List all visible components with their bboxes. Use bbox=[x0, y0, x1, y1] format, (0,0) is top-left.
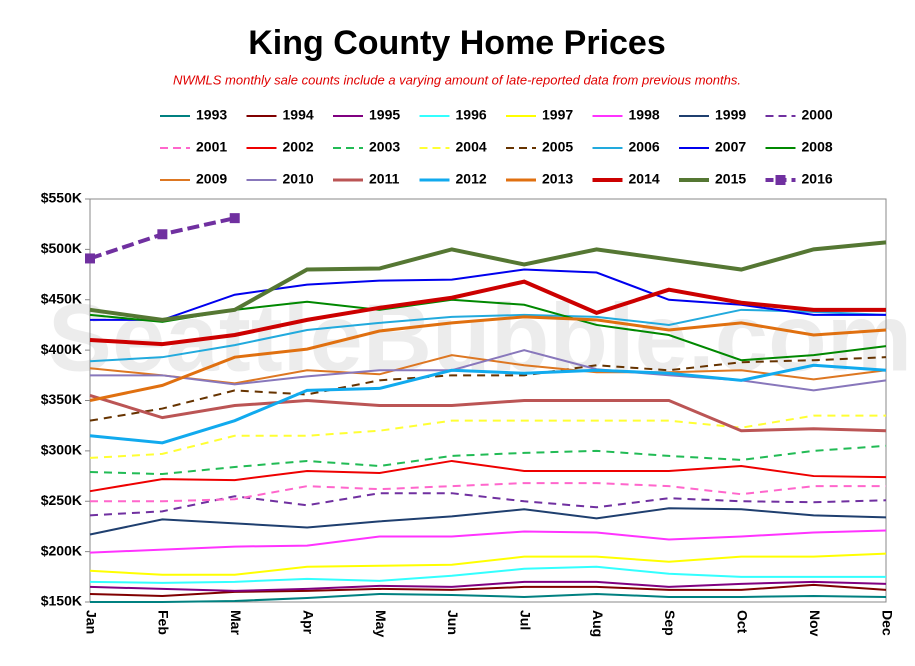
legend-label: 2014 bbox=[629, 171, 660, 187]
series-line bbox=[90, 268, 886, 321]
legend-label: 2015 bbox=[715, 171, 746, 187]
legend-label: 2001 bbox=[196, 139, 227, 155]
legend-label: 2006 bbox=[629, 139, 660, 155]
series-line bbox=[89, 308, 887, 363]
x-tick-label: Dec bbox=[879, 610, 895, 636]
series-line bbox=[89, 580, 887, 592]
legend-label: 2007 bbox=[715, 139, 746, 155]
series-line bbox=[89, 552, 887, 576]
x-tick-label: Sep bbox=[662, 610, 678, 636]
legend-label: 1998 bbox=[629, 107, 660, 123]
y-tick-label: $150K bbox=[41, 593, 82, 609]
legend-label: 2009 bbox=[196, 171, 227, 187]
plot-frame bbox=[89, 198, 887, 603]
legend-label: 2004 bbox=[456, 139, 487, 155]
y-tick-label: $350K bbox=[41, 391, 82, 407]
legend-label: 1995 bbox=[369, 107, 400, 123]
series-line bbox=[89, 459, 887, 493]
series-line bbox=[89, 315, 887, 402]
chart-subtitle: NWMLS monthly sale counts include a vary… bbox=[173, 72, 741, 87]
x-tick-label: Oct bbox=[735, 610, 751, 634]
x-tick-label: May bbox=[373, 610, 389, 637]
legend-label: 2012 bbox=[456, 171, 487, 187]
series-line bbox=[89, 394, 887, 433]
series-line bbox=[90, 349, 887, 392]
x-tick-label: Mar bbox=[228, 610, 244, 635]
x-tick-label: Jul bbox=[517, 610, 533, 630]
point-marker bbox=[157, 229, 168, 240]
point-marker bbox=[85, 253, 95, 264]
y-tick-label: $300K bbox=[41, 442, 82, 458]
legend-label: 2008 bbox=[802, 139, 833, 155]
series-line bbox=[90, 592, 887, 603]
legend-label: 1999 bbox=[715, 107, 746, 123]
series-line bbox=[89, 583, 887, 597]
legend-marker bbox=[775, 175, 786, 185]
y-tick-label: $450K bbox=[41, 290, 82, 306]
legend-label: 1997 bbox=[542, 107, 573, 123]
series-line bbox=[89, 529, 887, 554]
series-line bbox=[89, 565, 886, 584]
series-line bbox=[89, 414, 886, 459]
x-tick-label: Aug bbox=[590, 610, 606, 637]
legend-label: 2011 bbox=[369, 171, 400, 187]
legend-label: 2005 bbox=[542, 139, 573, 155]
x-tick-label: Feb bbox=[156, 610, 172, 635]
x-tick-label: Apr bbox=[300, 610, 316, 635]
series-line bbox=[89, 363, 887, 445]
y-tick-label: $550K bbox=[41, 190, 82, 206]
legend-label: 2000 bbox=[802, 107, 833, 123]
legend-label: 1993 bbox=[196, 107, 227, 123]
point-marker bbox=[229, 213, 240, 224]
legend-label: 2002 bbox=[283, 139, 314, 155]
legend-label: 2003 bbox=[369, 139, 400, 155]
series-line bbox=[89, 240, 887, 322]
series-line bbox=[90, 482, 886, 503]
series-line bbox=[89, 507, 887, 536]
legend-label: 2010 bbox=[283, 171, 314, 187]
series-line bbox=[89, 444, 887, 476]
legend-label: 2016 bbox=[802, 171, 833, 187]
x-tick-label: Jun bbox=[445, 610, 461, 635]
y-tick-label: $200K bbox=[41, 542, 82, 558]
chart-title: King County Home Prices bbox=[248, 24, 666, 62]
legend-label: 1996 bbox=[456, 107, 487, 123]
x-tick-label: Nov bbox=[807, 610, 823, 637]
y-tick-label: $250K bbox=[41, 492, 82, 508]
series-line bbox=[89, 279, 886, 347]
legend-label: 2013 bbox=[542, 171, 573, 187]
y-tick-label: $400K bbox=[41, 341, 82, 357]
legend-label: 1994 bbox=[283, 107, 314, 123]
y-tick-label: $500K bbox=[41, 240, 82, 256]
x-tick-label: Jan bbox=[83, 610, 99, 634]
